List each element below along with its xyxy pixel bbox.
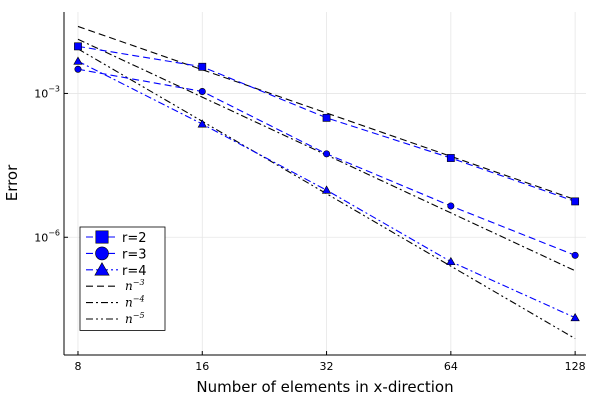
- legend-label: r=2: [122, 231, 147, 246]
- legend-label: n−4: [125, 295, 145, 310]
- axes: [63, 12, 586, 356]
- data-point: [321, 185, 332, 194]
- data-point: [446, 154, 455, 162]
- legend-math-exponent: −5: [133, 311, 145, 320]
- legend-label: n−3: [125, 278, 145, 293]
- y-tick-base: 10: [34, 87, 48, 100]
- y-tick-base: 10: [34, 231, 48, 244]
- x-tick-label: 64: [444, 360, 458, 373]
- reference-line: [77, 48, 576, 340]
- data-point: [198, 87, 206, 95]
- y-tick-exponent: −6: [48, 228, 60, 237]
- x-tick-label: 32: [320, 360, 334, 373]
- y-tick-exponent: −3: [48, 84, 60, 93]
- series-line: [77, 45, 576, 202]
- data-point: [571, 251, 579, 259]
- legend-box: [79, 226, 166, 331]
- data-series: [73, 42, 580, 322]
- legend-math-base: n: [125, 312, 133, 326]
- data-point: [446, 256, 456, 266]
- y-axis-label: Error: [3, 164, 21, 201]
- data-point: [74, 42, 82, 51]
- y-tick-label: 10−6: [34, 228, 60, 244]
- legend-math-base: n: [125, 279, 133, 293]
- x-tick-label: 16: [195, 360, 209, 373]
- legend-label: n−5: [125, 311, 145, 326]
- y-tick-label: 10−3: [34, 84, 60, 100]
- y-tick-labels: 10−310−6: [34, 84, 68, 244]
- x-tick-label: 8: [74, 360, 81, 373]
- data-point: [198, 62, 207, 71]
- legend-marker: [95, 230, 109, 244]
- legend-marker: [95, 246, 109, 261]
- legend-math-exponent: −4: [133, 295, 145, 304]
- data-point: [570, 312, 580, 322]
- x-axis-label: Number of elements in x-direction: [196, 378, 453, 396]
- legend-math-base: n: [125, 296, 133, 310]
- data-point: [571, 197, 580, 206]
- data-point: [447, 202, 455, 210]
- x-tick-label: 128: [565, 360, 586, 373]
- data-point: [197, 119, 207, 128]
- data-point: [73, 56, 83, 65]
- legend-label: r=3: [122, 247, 147, 262]
- data-point: [322, 113, 331, 122]
- legend-label: r=4: [122, 264, 147, 279]
- data-point: [323, 150, 331, 158]
- legend-math-exponent: −3: [133, 278, 145, 287]
- data-point: [74, 65, 82, 73]
- x-tick-labels: 8 16 32 64 128: [74, 351, 586, 373]
- legend-marker: [94, 262, 110, 276]
- legend: r=2r=3r=4n−3n−4n−5: [79, 226, 166, 331]
